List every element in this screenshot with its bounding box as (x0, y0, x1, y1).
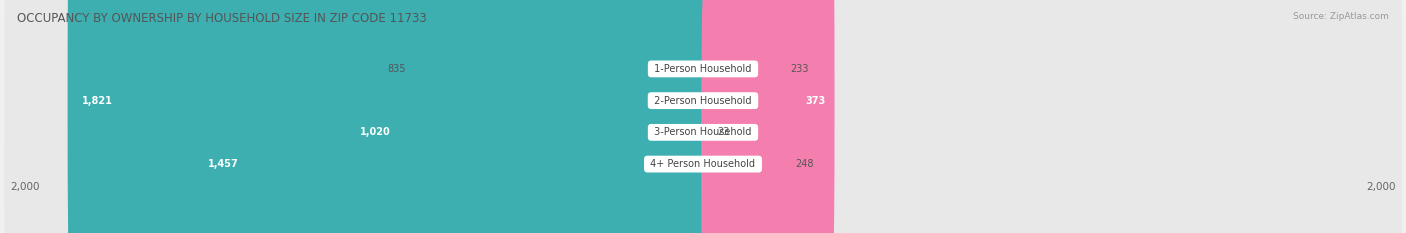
FancyBboxPatch shape (67, 0, 704, 233)
Text: 1,821: 1,821 (82, 96, 112, 106)
Text: 2,000: 2,000 (1367, 182, 1396, 192)
FancyBboxPatch shape (702, 0, 835, 233)
FancyBboxPatch shape (346, 0, 704, 233)
FancyBboxPatch shape (702, 0, 786, 233)
Text: 373: 373 (806, 96, 825, 106)
Text: 4+ Person Household: 4+ Person Household (647, 159, 759, 169)
FancyBboxPatch shape (4, 0, 1402, 233)
Text: 2,000: 2,000 (10, 182, 39, 192)
Text: Source: ZipAtlas.com: Source: ZipAtlas.com (1294, 12, 1389, 21)
FancyBboxPatch shape (4, 0, 1402, 233)
Text: 233: 233 (790, 64, 808, 74)
FancyBboxPatch shape (411, 0, 704, 233)
Text: 23: 23 (717, 127, 730, 137)
Text: 3-Person Household: 3-Person Household (651, 127, 755, 137)
Text: 1-Person Household: 1-Person Household (651, 64, 755, 74)
FancyBboxPatch shape (702, 0, 792, 233)
Text: 1,020: 1,020 (360, 127, 391, 137)
FancyBboxPatch shape (4, 0, 1402, 233)
Text: 2-Person Household: 2-Person Household (651, 96, 755, 106)
Text: 1,457: 1,457 (208, 159, 239, 169)
FancyBboxPatch shape (4, 0, 1402, 233)
Text: 835: 835 (388, 64, 406, 74)
FancyBboxPatch shape (194, 0, 704, 233)
FancyBboxPatch shape (702, 0, 713, 233)
Text: OCCUPANCY BY OWNERSHIP BY HOUSEHOLD SIZE IN ZIP CODE 11733: OCCUPANCY BY OWNERSHIP BY HOUSEHOLD SIZE… (17, 12, 426, 25)
Text: 248: 248 (796, 159, 814, 169)
